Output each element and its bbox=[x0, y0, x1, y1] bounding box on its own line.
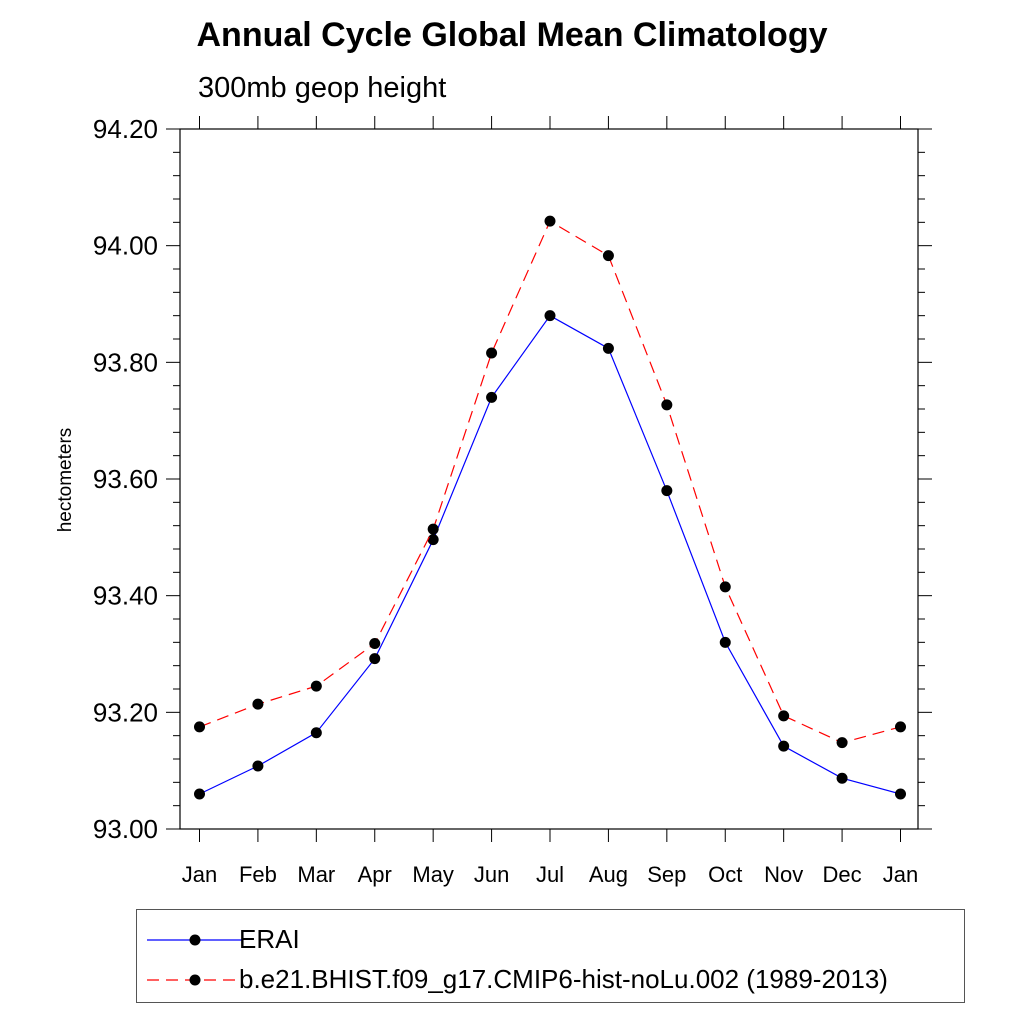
x-tick-label: Sep bbox=[647, 862, 686, 887]
x-tick-label: Jun bbox=[474, 862, 509, 887]
chart-subtitle: 300mb geop height bbox=[198, 72, 447, 104]
series-0-point bbox=[486, 391, 498, 403]
series-1-point bbox=[895, 721, 906, 733]
x-tick-label: Jan bbox=[182, 862, 217, 887]
series-0-point bbox=[252, 760, 264, 772]
x-tick-label: Jan bbox=[883, 862, 918, 887]
plot-frame bbox=[179, 128, 919, 830]
x-tick-label: May bbox=[412, 862, 454, 887]
y-tick-label: 93.40 bbox=[93, 581, 158, 611]
legend-item-erai: ERAI bbox=[137, 916, 964, 956]
legend-label-erai: ERAI bbox=[239, 924, 300, 954]
x-tick-label: Aug bbox=[589, 862, 628, 887]
series-1-point bbox=[836, 737, 848, 749]
series-0-point bbox=[778, 740, 790, 752]
x-tick-label: Feb bbox=[239, 862, 277, 887]
y-tick-label: 94.00 bbox=[93, 231, 158, 261]
series-0-point bbox=[310, 727, 322, 739]
series-1-point bbox=[369, 638, 381, 649]
series-1-point bbox=[194, 721, 205, 733]
series-1-point bbox=[427, 523, 439, 535]
series-0-point bbox=[836, 772, 848, 784]
series-0-point bbox=[194, 788, 205, 800]
series-0-point bbox=[427, 534, 439, 546]
series-1-point bbox=[544, 215, 556, 227]
series-line-0 bbox=[199, 314, 901, 795]
legend-swatch-model bbox=[147, 974, 243, 986]
x-tick-label: Mar bbox=[297, 862, 335, 887]
series-0-point bbox=[544, 310, 556, 322]
legend-label-model: b.e21.BHIST.f09_g17.CMIP6-hist-noLu.002 … bbox=[239, 964, 888, 994]
series-1-point bbox=[602, 250, 614, 262]
y-tick-label: 93.60 bbox=[93, 464, 158, 494]
series-1-point bbox=[778, 710, 790, 722]
series-0-point bbox=[369, 653, 381, 665]
x-tick-label: Apr bbox=[358, 862, 392, 887]
series-0-point bbox=[661, 485, 673, 497]
series-1-point bbox=[486, 347, 498, 359]
legend: ERAI b.e21.BHIST.f09_g17.CMIP6-hist-noLu… bbox=[136, 909, 965, 1003]
series-1-point bbox=[719, 581, 731, 593]
x-tick-label: Jul bbox=[536, 862, 564, 887]
series-1-point bbox=[252, 698, 264, 710]
series-1-point bbox=[661, 399, 673, 411]
series-line-1 bbox=[199, 220, 901, 744]
x-tick-label: Nov bbox=[764, 862, 803, 887]
legend-item-model: b.e21.BHIST.f09_g17.CMIP6-hist-noLu.002 … bbox=[137, 956, 964, 996]
x-tick-label: Dec bbox=[823, 862, 862, 887]
x-tick-label: Oct bbox=[708, 862, 742, 887]
chart-title: Annual Cycle Global Mean Climatology bbox=[196, 16, 828, 54]
series-0-point bbox=[719, 636, 731, 648]
series-0-point bbox=[602, 342, 614, 354]
y-tick-label: 93.00 bbox=[93, 814, 158, 844]
legend-swatch-erai bbox=[147, 934, 243, 946]
y-tick-label: 94.20 bbox=[93, 114, 158, 144]
series-0-point bbox=[895, 788, 906, 800]
series-1-point bbox=[310, 680, 322, 692]
y-tick-label: 93.20 bbox=[93, 697, 158, 727]
y-tick-label: 93.80 bbox=[93, 347, 158, 377]
